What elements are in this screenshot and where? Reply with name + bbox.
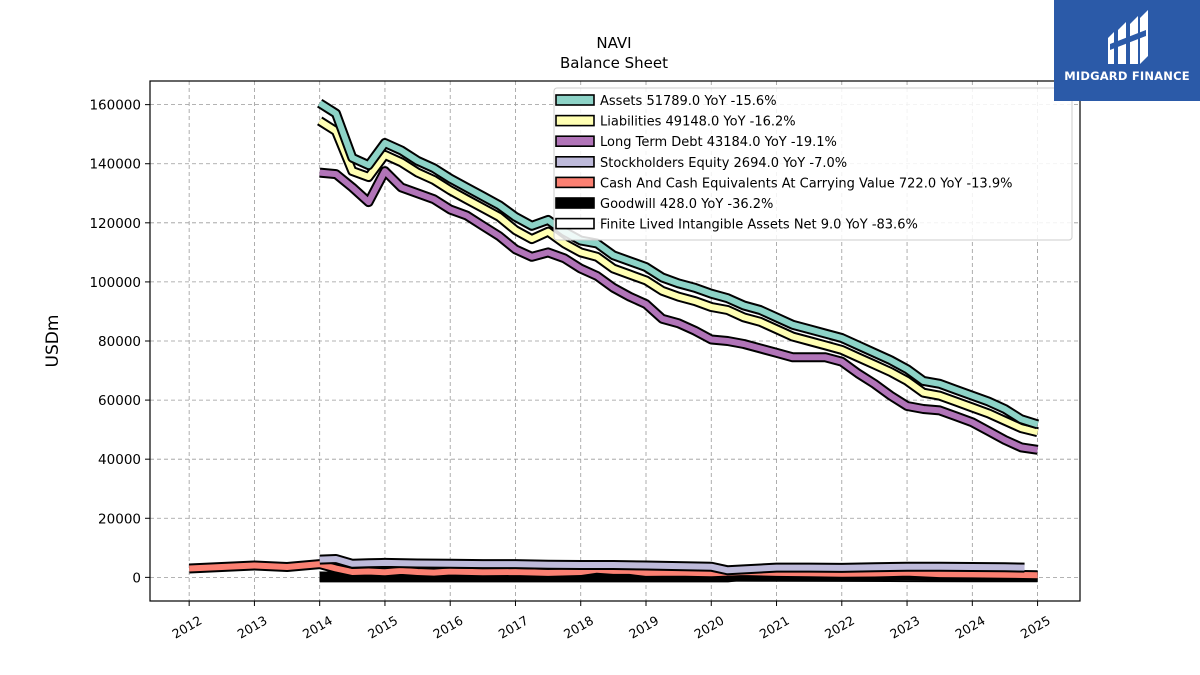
series-liabilities [317, 116, 1039, 438]
series-line [319, 556, 1025, 574]
y-tick-label: 160000 [89, 98, 141, 114]
legend-swatch [555, 94, 595, 106]
y-tick-label: 20000 [98, 511, 141, 527]
y-tick-label: 80000 [98, 334, 141, 350]
legend-entry: Long Term Debt 43184.0 YoY -19.1% [600, 135, 837, 150]
x-tick-label: 2020 [691, 613, 726, 642]
x-tick-label: 2018 [561, 613, 596, 642]
series-line [319, 168, 1039, 453]
y-tick-label: 60000 [98, 393, 141, 409]
legend-box [553, 87, 1073, 241]
logo-mark-icon [1108, 10, 1148, 64]
legend-entry: Stockholders Equity 2694.0 YoY -7.0% [600, 156, 847, 171]
legend-swatch [555, 197, 595, 209]
x-tick-label: 2015 [365, 613, 400, 642]
legend: Assets 51789.0 YoY -15.6% Liabilities 491… [553, 87, 1073, 241]
series-cash-and-cash-equivalents-at-carrying-value [188, 559, 1038, 581]
series-line [318, 100, 1039, 428]
logo-text: MIDGARD FINANCE [1064, 69, 1190, 83]
legend-entry: Liabilities 49148.0 YoY -16.2% [600, 115, 796, 130]
x-tick-label: 2022 [822, 613, 857, 642]
series-long-term-debt [319, 166, 1039, 455]
x-tick-label: 2023 [887, 613, 922, 642]
legend-swatch [555, 156, 595, 168]
x-tick-label: 2024 [953, 613, 988, 642]
legend-swatch [555, 114, 595, 127]
x-tick-label: 2021 [757, 613, 792, 642]
x-tick-label: 2016 [430, 613, 465, 642]
legend-swatch [555, 176, 595, 189]
series-stockholders-equity [319, 554, 1025, 576]
y-tick-label: 0 [132, 570, 141, 586]
y-tick-label: 140000 [89, 157, 141, 173]
legend-swatch [555, 217, 595, 230]
series-line [189, 561, 1038, 579]
x-tick-label: 2019 [626, 613, 661, 642]
legend-entry: Goodwill 428.0 YoY -36.2% [600, 197, 773, 212]
chart-subtitle: Balance Sheet [560, 54, 668, 72]
legend-entry: Cash And Cash Equivalents At Carrying Va… [600, 176, 1012, 191]
y-axis-label: USDm [43, 315, 63, 368]
legend-entry: Assets 51789.0 YoY -15.6% [600, 94, 777, 109]
y-tick-label: 120000 [89, 216, 141, 232]
x-tick-label: 2025 [1018, 613, 1053, 642]
series-layer [188, 98, 1040, 583]
legend-entry: Finite Lived Intangible Assets Net 9.0 Y… [600, 218, 918, 233]
chart-title: NAVI [596, 34, 631, 52]
midgard-finance-logo: MIDGARD FINANCE [1054, 0, 1200, 101]
series-line [318, 118, 1039, 436]
legend-swatch [555, 135, 595, 147]
series-assets [317, 98, 1040, 430]
y-tick-label: 40000 [98, 452, 141, 468]
x-tick-label: 2017 [496, 613, 531, 642]
x-tick-label: 2012 [169, 613, 204, 642]
x-tick-label: 2014 [300, 613, 335, 642]
x-tick-label: 2013 [235, 613, 270, 642]
y-tick-label: 100000 [89, 275, 141, 291]
